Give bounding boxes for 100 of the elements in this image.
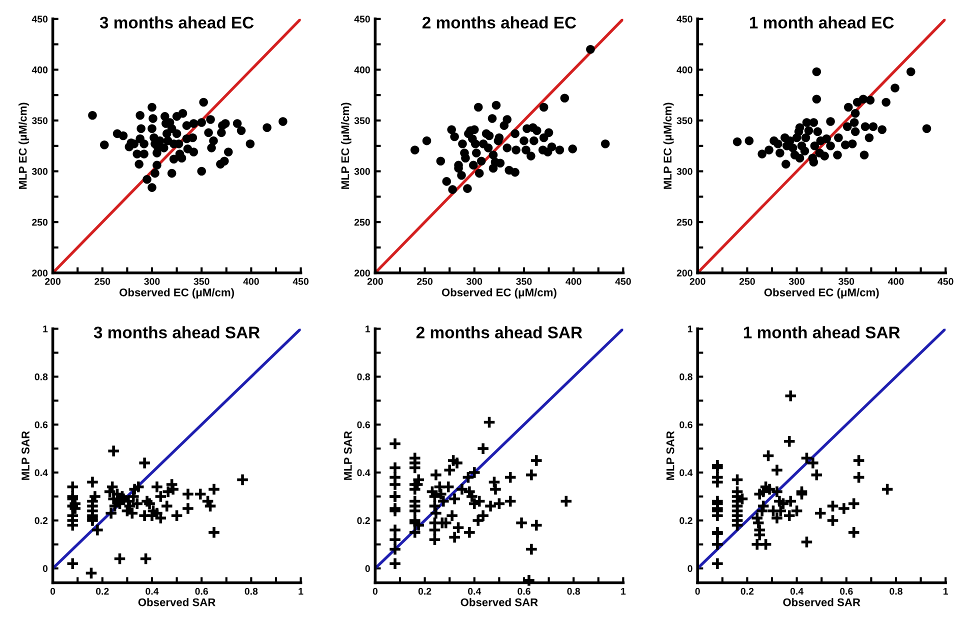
- x-tick-label: 300: [788, 278, 805, 285]
- y-tick-label: 400: [32, 66, 48, 74]
- point: [922, 124, 932, 134]
- x-tick-label: 250: [417, 278, 433, 285]
- point: [776, 148, 784, 158]
- chart-title: 3 months ahead SAR: [94, 326, 260, 338]
- chart-title: 1 month ahead SAR: [744, 326, 900, 338]
- point: [864, 133, 874, 142]
- point: [800, 146, 810, 156]
- y-tick-label: 450: [354, 16, 370, 23]
- y-tick-label: 0.8: [34, 373, 48, 380]
- point: [848, 139, 857, 148]
- point: [850, 118, 859, 127]
- point: [795, 154, 804, 162]
- point: [868, 122, 878, 131]
- point: [781, 160, 790, 169]
- point: [882, 98, 890, 107]
- x-axis-title: Observed EC (μM/cm): [442, 288, 556, 299]
- point: [822, 134, 831, 144]
- point: [860, 122, 870, 131]
- y-tick-label: 0.6: [680, 421, 692, 428]
- y-tick-label: 250: [32, 218, 48, 226]
- y-tick-label: 1: [366, 326, 370, 332]
- y-tick-label: 400: [676, 66, 692, 74]
- x-tick-label: 0.8: [244, 588, 258, 595]
- y-axis-title: MLP SAR: [22, 431, 30, 480]
- x-tick-label: 0.2: [418, 588, 432, 595]
- x-tick-label: 0: [372, 588, 378, 595]
- x-axis-title: Observed SAR: [138, 598, 216, 606]
- x-tick-label: 0.6: [840, 588, 853, 595]
- y-axis-title: MLP EC (μM/cm): [340, 102, 352, 189]
- point: [844, 102, 853, 112]
- x-tick-label: 450: [938, 278, 954, 285]
- x-tick-label: 250: [739, 278, 755, 285]
- x-tick-label: 350: [194, 278, 210, 285]
- y-tick-label: 0.4: [357, 469, 370, 476]
- point: [788, 144, 798, 152]
- y-tick-label: 450: [32, 16, 48, 23]
- x-tick-label: 350: [838, 278, 854, 285]
- y-tick-label: 0.2: [357, 517, 370, 524]
- x-tick-label: 0.2: [740, 588, 754, 595]
- y-tick-label: 0: [688, 565, 692, 572]
- x-tick-label: 0.2: [96, 588, 109, 595]
- y-tick-label: 450: [676, 16, 692, 23]
- x-tick-label: 0.8: [890, 588, 902, 595]
- point: [801, 133, 810, 142]
- point: [834, 133, 843, 142]
- y-tick-label: 0.2: [34, 517, 48, 524]
- y-tick-label: 0: [365, 565, 370, 572]
- y-tick-label: 0.8: [680, 373, 692, 380]
- y-tick-label: 0.6: [357, 421, 370, 428]
- chart-title: 2 months ahead SAR: [416, 326, 582, 338]
- point: [843, 122, 852, 131]
- y-tick-label: 200: [354, 270, 370, 277]
- y-axis-title: MLP EC (μM/cm): [18, 102, 29, 189]
- y-tick-label: 350: [32, 117, 48, 124]
- y-tick-label: 350: [354, 117, 370, 124]
- chart-title: 3 months ahead EC: [100, 16, 254, 29]
- y-tick-label: 0.2: [680, 517, 692, 524]
- point: [850, 127, 860, 136]
- point: [906, 67, 916, 76]
- y-tick-label: 250: [676, 218, 692, 226]
- point: [813, 127, 822, 136]
- x-tick-label: 450: [292, 278, 309, 285]
- y-tick-label: 1: [688, 326, 692, 332]
- point: [866, 96, 875, 105]
- x-tick-label: 0.6: [195, 588, 208, 595]
- y-axis-title: MLP EC (μM/cm): [663, 102, 674, 189]
- x-tick-label: 450: [615, 278, 631, 285]
- y-tick-label: 200: [676, 270, 692, 277]
- point: [860, 150, 869, 160]
- chart-title: 2 months ahead EC: [422, 16, 576, 29]
- point: [812, 67, 822, 76]
- x-tick-label: 0.4: [468, 588, 482, 595]
- x-tick-label: 1: [298, 588, 304, 595]
- point: [878, 125, 887, 134]
- point: [744, 136, 754, 146]
- x-tick-label: 0: [50, 588, 56, 595]
- x-axis-title: Observed SAR: [460, 598, 538, 606]
- y-tick-label: 300: [676, 168, 692, 175]
- y-tick-label: 0.4: [34, 469, 48, 476]
- x-tick-label: 0.8: [567, 588, 580, 595]
- y-axis-title: MLP SAR: [344, 431, 352, 480]
- y-tick-label: 200: [32, 270, 48, 277]
- point: [850, 108, 860, 118]
- y-tick-label: 0: [42, 565, 48, 572]
- point: [804, 126, 814, 136]
- y-tick-label: 0.6: [34, 421, 48, 428]
- x-tick-label: 0.4: [790, 588, 804, 595]
- x-axis-title: Observed EC (μM/cm): [120, 288, 234, 299]
- x-axis-title: Observed SAR: [783, 598, 860, 606]
- x-tick-label: 300: [466, 278, 482, 285]
- y-tick-label: 400: [354, 66, 370, 74]
- point: [812, 94, 822, 104]
- y-tick-label: 300: [32, 168, 48, 175]
- x-tick-label: 400: [888, 278, 904, 285]
- x-tick-label: 400: [243, 278, 259, 285]
- x-tick-label: 400: [566, 278, 582, 285]
- x-tick-label: 0.4: [146, 588, 159, 595]
- point: [732, 137, 742, 146]
